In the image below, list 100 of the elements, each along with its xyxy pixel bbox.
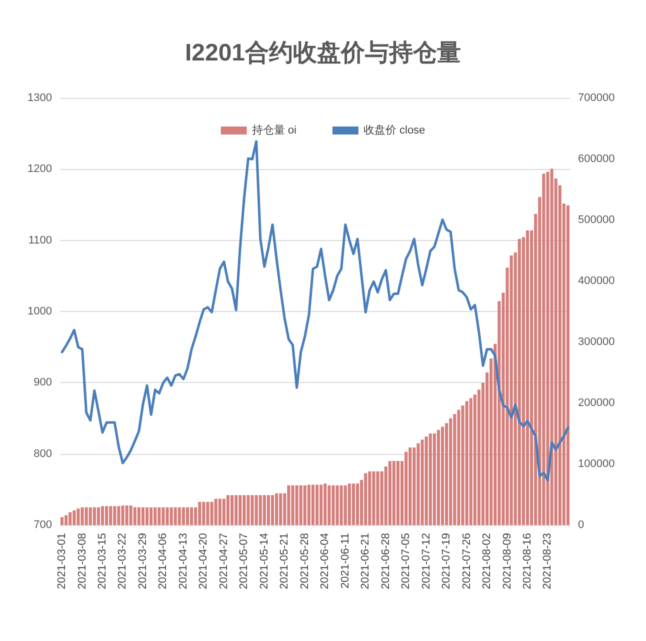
bar [214,498,218,525]
bar [287,485,290,525]
bar [457,410,460,525]
bar [133,507,136,525]
bar [64,515,68,525]
x-tick-label: 2021-03-29 [136,533,149,590]
chart-title: I2201合约收盘价与持仓量 [184,40,462,66]
x-tick-label: 2021-07-19 [440,533,453,590]
x-tick-label: 2021-04-13 [177,533,190,590]
bar [146,507,149,525]
bar [352,484,355,525]
bar [392,460,396,525]
bar [88,507,92,525]
bar [436,430,440,525]
y2-tick-label: 400000 [578,275,615,287]
bar [154,507,157,525]
bar [465,401,468,525]
bar [332,485,335,525]
bar [424,436,428,525]
x-tick-label: 2021-08-09 [501,533,514,590]
bar [182,507,185,525]
line-series [60,140,570,482]
bar [408,448,412,525]
bar [440,426,444,525]
y-tick-label: 1300 [28,92,52,104]
bar [150,507,153,525]
bar [428,434,432,525]
bar [246,495,250,525]
bar [320,484,323,525]
bar [364,473,368,525]
bar [566,205,570,525]
y2-tick-label: 0 [578,519,584,531]
bar [166,507,169,525]
bar [198,502,202,525]
bar [158,507,161,525]
x-tick-label: 2021-08-16 [522,533,534,590]
bar [109,506,112,525]
bar [117,506,120,525]
bar [238,495,242,525]
bar [316,484,319,525]
bar [72,510,76,525]
bar [125,505,128,525]
bar [453,414,456,525]
x-tick-label: 2021-06-28 [380,533,392,590]
bar [291,485,294,525]
bar [254,495,258,525]
bar [461,405,464,525]
bar [202,502,206,525]
bar [526,230,530,525]
bar [92,507,96,525]
bar [186,507,190,525]
x-tick-label: 2021-05-14 [258,533,270,590]
x-tick-label: 2021-05-07 [238,533,250,590]
bar [420,440,424,525]
bar [174,507,177,525]
x-tick-label: 2021-07-05 [400,533,412,590]
bar [542,174,546,525]
x-tick-label: 2021-04-06 [157,533,170,590]
y2-tick-label: 300000 [578,336,615,348]
x-tick-label: 2021-03-22 [116,533,129,590]
x-tick-label: 2021-07-12 [420,533,432,590]
bar [336,485,339,525]
bar [141,507,144,525]
bar [218,498,222,525]
x-tick-label: 2021-03-01 [56,533,68,590]
y2-tick-label: 500000 [578,214,615,226]
bar [469,398,472,525]
bar [270,495,274,525]
y-tick-label: 1000 [28,306,52,318]
bar [550,168,554,525]
bar [262,495,266,525]
bar [307,484,310,525]
x-tick-label: 2021-06-04 [319,533,332,590]
x-tick-label: 2021-05-21 [278,533,291,590]
bar [170,507,173,525]
bar [416,443,420,525]
x-tick-label: 2021-06-21 [360,533,372,590]
bar [432,434,436,525]
bar [162,507,165,525]
bar [348,484,351,525]
bar [412,448,416,525]
x-tick-label: 2021-08-23 [542,533,554,590]
bar [105,506,108,525]
bar [518,238,521,525]
bar [206,502,210,525]
bar [68,512,72,525]
bar [356,484,360,525]
bar [76,508,80,525]
bar [396,460,400,525]
y-tick-label: 800 [34,448,52,460]
bar [210,502,214,525]
bar [376,471,380,525]
y-tick-label: 900 [34,376,52,389]
bar [546,172,550,525]
bar [295,485,298,525]
bar [226,495,230,525]
bar [303,485,306,525]
y-tick-label: 1100 [28,234,52,246]
y2-tick-label: 700000 [578,92,615,104]
bar [137,507,140,525]
